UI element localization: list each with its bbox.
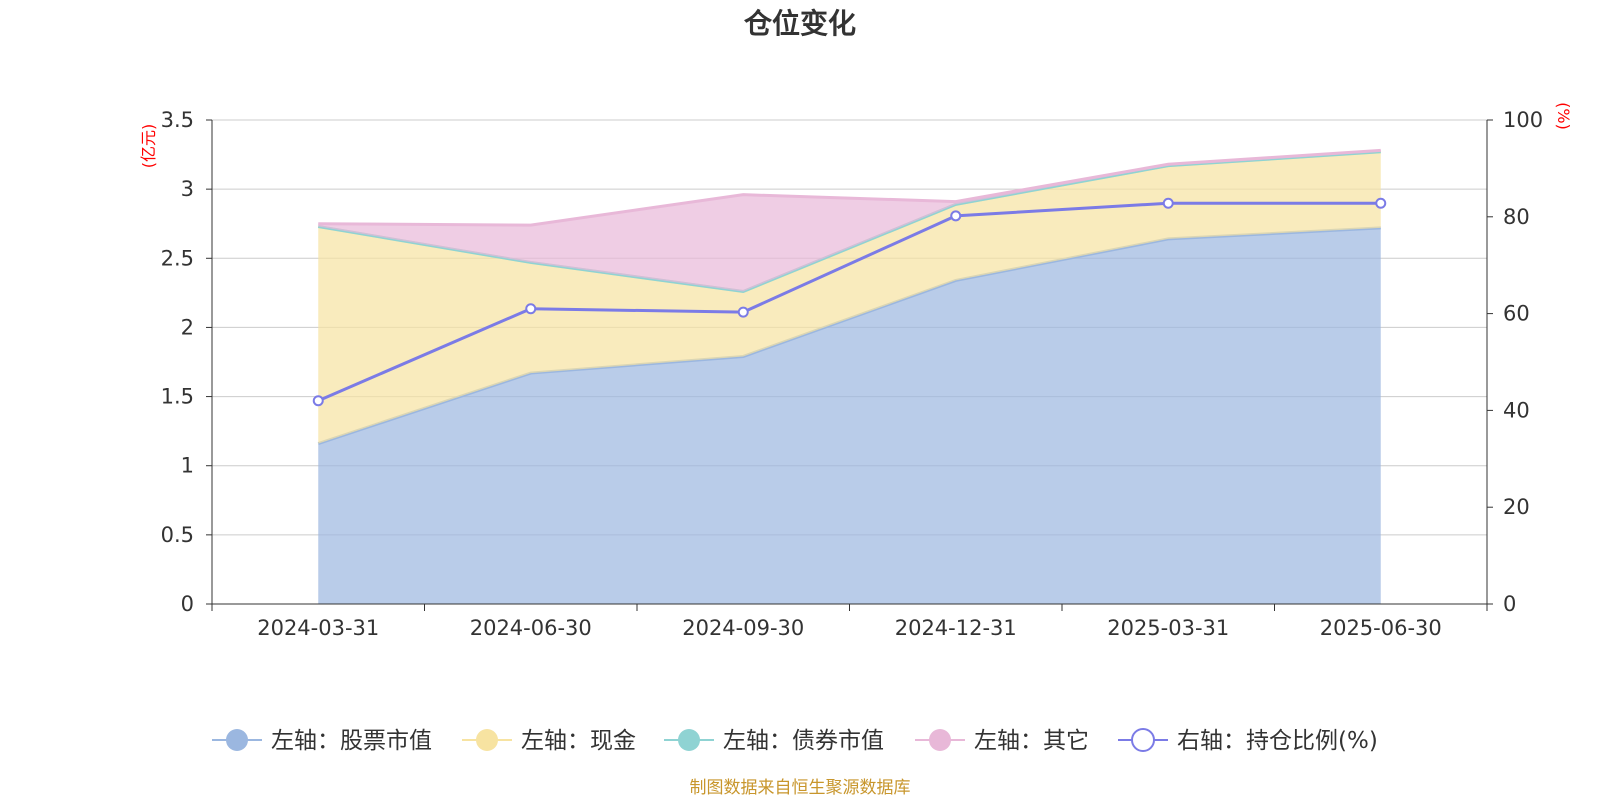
legend-label: 左轴：股票市值 [271, 728, 432, 754]
area-3 [318, 150, 1381, 292]
right-tick-label: 40 [1503, 398, 1530, 422]
legend-marker [476, 729, 498, 751]
x-tick-label: 2024-12-31 [895, 616, 1017, 640]
left-tick-label: 3 [181, 177, 194, 201]
ratio-point [525, 303, 537, 315]
area-0 [318, 227, 1381, 604]
legend-label: 左轴：其它 [974, 728, 1089, 754]
legend-label: 左轴：现金 [521, 728, 636, 754]
x-tick-label: 2024-09-30 [682, 616, 804, 640]
chart-title: 仓位变化 [744, 7, 856, 40]
left-axis-unit: (亿元) [139, 124, 158, 169]
ratio-line-path [317, 201, 1381, 403]
ratio-point [312, 395, 324, 407]
legend-marker [678, 729, 700, 751]
left-tick-label: 3.5 [161, 108, 194, 132]
x-tick-label: 2025-06-30 [1320, 616, 1442, 640]
legend-marker [226, 729, 248, 751]
legend-marker [929, 729, 951, 751]
area-1 [318, 151, 1381, 444]
legend-label: 左轴：债券市值 [723, 728, 884, 754]
right-tick-label: 20 [1503, 495, 1530, 519]
right-tick-label: 100 [1503, 108, 1543, 132]
left-tick-label: 2.5 [161, 246, 194, 270]
x-tick-label: 2025-03-31 [1107, 616, 1229, 640]
legend-label: 右轴：持仓比例(%) [1177, 728, 1378, 754]
source-note: 制图数据来自恒生聚源数据库 [690, 778, 911, 798]
ratio-point [1162, 197, 1174, 209]
left-tick-label: 0 [181, 592, 194, 616]
right-tick-label: 0 [1503, 592, 1516, 616]
x-tick-label: 2024-06-30 [470, 616, 592, 640]
legend: 左轴：股票市值 左轴：现金 左轴：债券市值 左轴：其它 右轴：持仓比例(%) [212, 728, 1378, 754]
stacked-areas [317, 148, 1381, 604]
x-tick-label: 2024-03-31 [257, 616, 379, 640]
ratio-line [312, 197, 1387, 407]
left-tick-label: 1 [181, 454, 194, 478]
right-axis-unit: (%) [1554, 102, 1573, 130]
left-tick-label: 1.5 [161, 385, 194, 409]
ratio-point [737, 306, 749, 318]
axes: 0 0.5 1 1.5 2 2.5 3 3.5 0 20 40 60 80 100 2024-03-31 20… [161, 108, 1544, 640]
ratio-point [950, 210, 962, 222]
right-tick-label: 60 [1503, 302, 1530, 326]
ratio-point [1375, 197, 1387, 209]
left-tick-label: 0.5 [161, 523, 194, 547]
right-tick-label: 80 [1503, 205, 1530, 229]
left-tick-label: 2 [181, 315, 194, 339]
area-edge-3 [318, 148, 1381, 227]
legend-marker [1131, 728, 1155, 752]
